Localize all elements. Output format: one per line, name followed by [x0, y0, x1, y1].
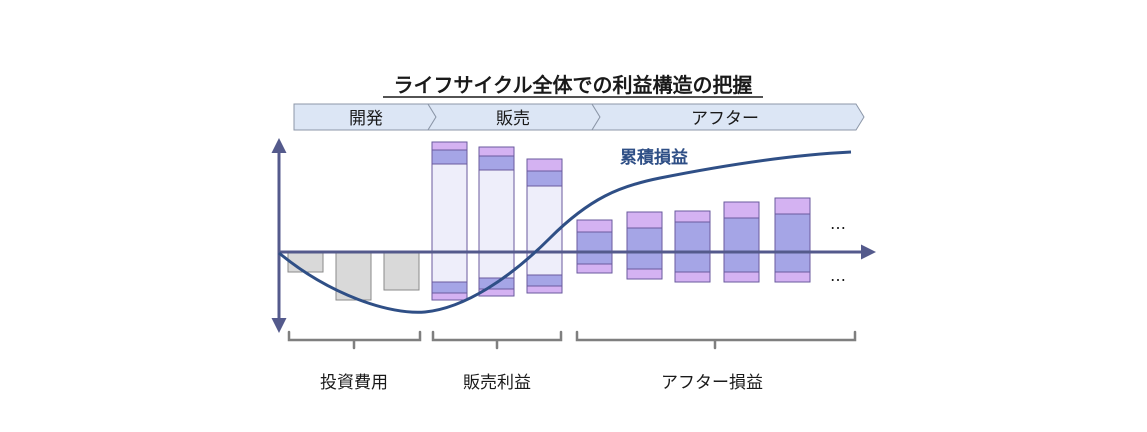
after-bar	[723, 201, 760, 283]
cumulative-profit-label: 累積損益	[620, 147, 688, 168]
sales-bar	[526, 158, 563, 294]
investment-cost-bars	[287, 251, 420, 301]
phase-label-after: アフター	[691, 109, 759, 129]
ellipsis-lower: …	[830, 266, 846, 285]
phase-label-sales: 販売	[496, 109, 530, 129]
bracket-label-after: アフター損益	[661, 373, 763, 393]
cost-bar	[383, 251, 420, 291]
bracket-label-investment: 投資費用	[320, 373, 388, 393]
sales-profit-bars	[431, 141, 563, 301]
bracket-label-sales: 販売利益	[463, 373, 531, 393]
after-bar	[626, 211, 663, 280]
ellipsis-upper: …	[830, 214, 846, 233]
cumulative-profit-curve	[278, 150, 852, 314]
after-bar	[576, 219, 613, 274]
phase-bar: 開発 販売 アフター	[293, 103, 865, 131]
phase-after-chevron	[591, 103, 865, 131]
diagram-title: ライフサイクル全体での利益構造の把握	[394, 73, 753, 97]
after-bar	[674, 210, 711, 283]
sales-bar	[431, 141, 468, 301]
bracket-sales	[431, 330, 563, 350]
phase-label-development: 開発	[349, 109, 383, 129]
sales-bar	[478, 146, 515, 297]
cost-bar	[287, 251, 324, 273]
after-sales-bars	[576, 197, 811, 283]
bracket-after	[575, 330, 857, 350]
after-bar	[774, 197, 811, 283]
bracket-investment	[287, 330, 422, 350]
